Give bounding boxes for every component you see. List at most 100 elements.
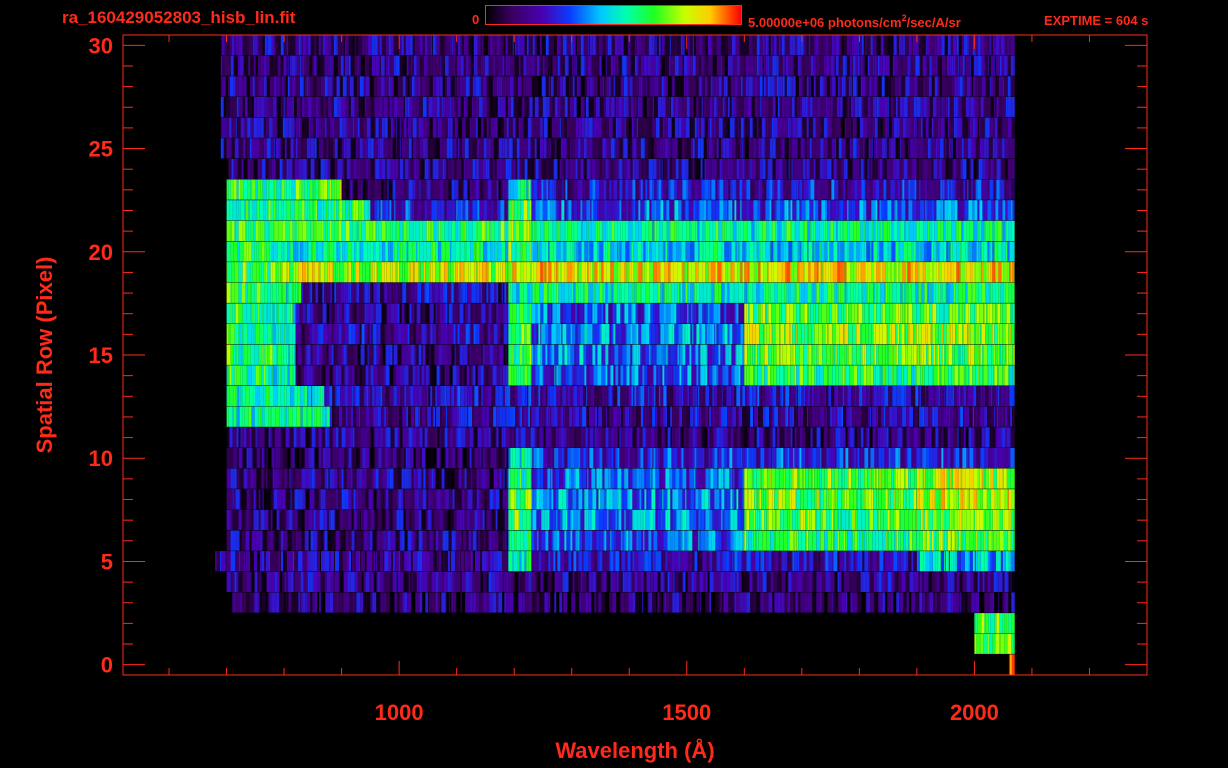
heatmap-cell: [639, 489, 642, 510]
heatmap-cell: [465, 324, 470, 345]
heatmap-cell: [664, 324, 669, 345]
heatmap-cell: [755, 344, 758, 365]
heatmap-cell: [323, 386, 325, 407]
heatmap-cell: [940, 509, 943, 530]
heatmap-cell: [555, 468, 558, 489]
heatmap-cell: [478, 386, 480, 407]
heatmap-cell: [846, 406, 849, 427]
heatmap-cell: [651, 386, 655, 407]
heatmap-cell: [311, 406, 313, 427]
heatmap-cell: [675, 365, 680, 386]
heatmap-cell: [806, 551, 810, 572]
heatmap-cell: [734, 530, 736, 551]
heatmap-cell: [252, 447, 257, 469]
heatmap-cell: [326, 282, 330, 303]
heatmap-cell: [339, 571, 344, 592]
heatmap-cell: [995, 427, 998, 448]
heatmap-cell: [451, 386, 455, 407]
heatmap-cell: [460, 530, 462, 551]
heatmap-cell: [599, 324, 602, 345]
heatmap-cell: [617, 447, 620, 469]
heatmap-cell: [392, 551, 393, 572]
heatmap-cell: [374, 571, 377, 592]
heatmap-cell: [536, 489, 540, 510]
heatmap-cell: [682, 282, 686, 303]
heatmap-cell: [656, 386, 660, 407]
heatmap-cell: [768, 344, 772, 365]
heatmap-cell: [290, 468, 292, 489]
heatmap-cell: [567, 447, 571, 469]
heatmap-cell: [488, 365, 492, 386]
heatmap-cell: [895, 303, 899, 324]
heatmap-cell: [795, 509, 798, 530]
heatmap-cell: [926, 427, 928, 448]
heatmap-cell: [573, 551, 577, 572]
heatmap-cell: [989, 427, 993, 448]
heatmap-cell: [969, 530, 974, 551]
heatmap-cell: [626, 324, 631, 345]
heatmap-cell: [459, 303, 464, 324]
heatmap-cell: [401, 489, 404, 510]
heatmap-cell: [864, 489, 866, 510]
heatmap-cell: [274, 427, 279, 448]
heatmap-cell: [490, 447, 493, 469]
heatmap-cell: [862, 571, 866, 592]
heatmap-cell: [723, 571, 726, 592]
heatmap-cell: [721, 489, 725, 510]
heatmap-cell: [519, 509, 523, 530]
heatmap-cell: [674, 365, 676, 386]
heatmap-cell: [642, 509, 644, 530]
heatmap-cell: [866, 530, 869, 551]
heatmap-cell: [526, 344, 530, 365]
heatmap-cell: [391, 551, 392, 572]
heatmap-cell: [252, 592, 255, 613]
heatmap-cell: [375, 427, 377, 448]
heatmap-cell: [325, 489, 330, 510]
heatmap-cell: [952, 571, 954, 592]
heatmap-cell: [451, 447, 456, 469]
heatmap-cell: [945, 509, 950, 530]
heatmap-cell: [879, 365, 881, 386]
heatmap-cell: [962, 592, 966, 613]
heatmap-cell: [818, 303, 822, 324]
heatmap-cell: [660, 282, 663, 303]
heatmap-cell: [320, 530, 322, 551]
heatmap-cell: [701, 406, 703, 427]
heatmap-cell: [474, 303, 477, 324]
heatmap-cell: [838, 386, 843, 407]
heatmap-cell: [712, 509, 716, 530]
heatmap-cell: [909, 324, 914, 345]
heatmap-cell: [905, 303, 908, 324]
heatmap-cell: [625, 427, 627, 448]
heatmap-cell: [348, 489, 352, 510]
heatmap-cell: [972, 406, 974, 427]
heatmap-cell: [764, 365, 768, 386]
heatmap-cell: [425, 282, 430, 303]
heatmap-cell: [949, 303, 953, 324]
heatmap-cell: [583, 344, 587, 365]
heatmap-cell: [843, 303, 847, 324]
heatmap-cell: [279, 592, 284, 613]
heatmap-cell: [355, 489, 357, 510]
heatmap-cell: [654, 386, 656, 407]
heatmap-cell: [345, 427, 350, 448]
heatmap-cell: [976, 633, 981, 654]
heatmap-cell: [902, 406, 907, 427]
heatmap-cell: [768, 509, 773, 530]
heatmap-cell: [958, 427, 962, 448]
heatmap-cell: [431, 468, 434, 489]
heatmap-cell: [857, 447, 860, 469]
heatmap-cell: [675, 571, 679, 592]
heatmap-cell: [720, 571, 724, 592]
heatmap-cell: [682, 468, 687, 489]
heatmap-cell: [795, 344, 800, 365]
heatmap-cell: [465, 427, 469, 448]
heatmap-cell: [826, 592, 828, 613]
heatmap-cell: [790, 324, 793, 345]
heatmap-cell: [392, 571, 396, 592]
heatmap-cell: [741, 551, 743, 572]
heatmap-cell: [653, 530, 658, 551]
heatmap-cell: [985, 613, 989, 634]
heatmap-cell: [579, 386, 584, 407]
heatmap-cell: [396, 282, 398, 303]
